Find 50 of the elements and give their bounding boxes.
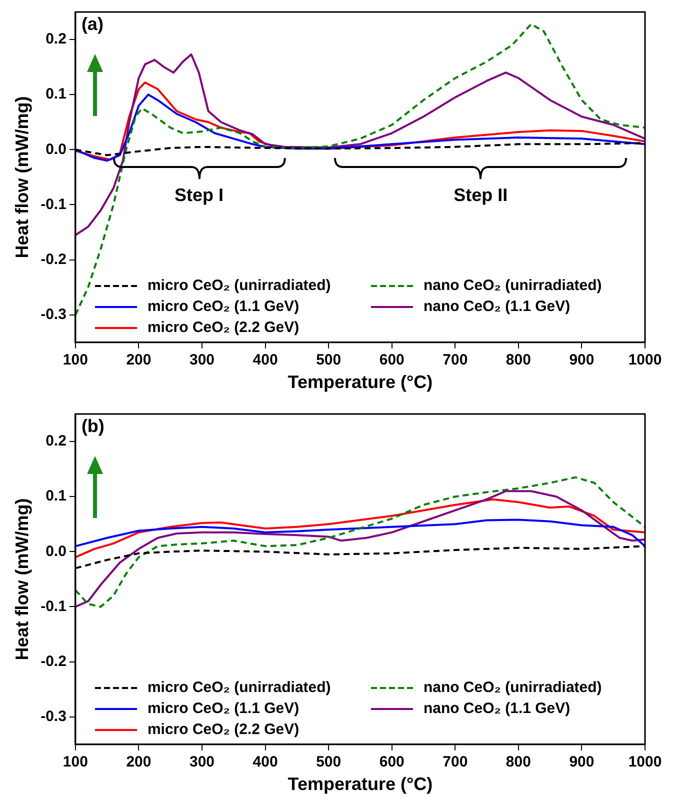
x-tick-label: 700 xyxy=(442,754,468,771)
y-tick-label: 0.0 xyxy=(46,140,66,158)
legend-label: micro CeO₂ (2.2 GeV) xyxy=(147,721,300,738)
y-axis-title: Heat flow (mW/mg) xyxy=(12,96,32,258)
y-tick-label: 0.1 xyxy=(46,86,66,103)
y-tick-label: 0.0 xyxy=(46,542,66,560)
y-tick-label: 0.2 xyxy=(46,30,66,48)
legend-label: micro CeO₂ (1.1 GeV) xyxy=(147,298,300,316)
legend-label: nano CeO₂ (1.1 GeV) xyxy=(423,700,570,718)
x-tick-label: 600 xyxy=(379,754,404,771)
y-tick-label: -0.2 xyxy=(40,652,66,670)
x-tick-label: 200 xyxy=(126,754,152,771)
y-tick-label: 0.1 xyxy=(46,488,66,505)
x-tick-label: 500 xyxy=(316,352,342,369)
x-tick-label: 900 xyxy=(569,754,594,771)
x-axis-title: Temperature (°C) xyxy=(288,372,433,392)
legend-label: micro CeO₂ (2.2 GeV) xyxy=(147,319,300,336)
annotation: Step I xyxy=(174,185,224,206)
y-tick-label: -0.1 xyxy=(40,598,66,615)
x-tick-label: 100 xyxy=(62,352,88,369)
x-tick-label: 100 xyxy=(62,754,88,771)
legend-label: micro CeO₂ (unirradiated) xyxy=(147,277,331,294)
x-tick-label: 800 xyxy=(506,754,531,771)
annotation: Step II xyxy=(454,185,508,206)
x-tick-label: 1000 xyxy=(628,754,662,771)
y-tick-label: -0.1 xyxy=(40,196,66,213)
x-tick-label: 300 xyxy=(190,754,215,771)
legend-label: micro CeO₂ (1.1 GeV) xyxy=(147,700,300,718)
x-tick-label: 400 xyxy=(252,754,278,771)
legend-label: nano CeO₂ (unirradiated) xyxy=(423,679,602,696)
legend-label: micro CeO₂ (unirradiated) xyxy=(147,679,331,696)
annotation: (a) xyxy=(81,14,104,35)
legend-label: nano CeO₂ (unirradiated) xyxy=(423,277,602,294)
x-tick-label: 1000 xyxy=(628,352,662,369)
x-tick-label: 200 xyxy=(126,352,152,369)
x-tick-label: 300 xyxy=(190,352,215,369)
y-tick-label: 0.2 xyxy=(46,432,66,450)
x-tick-label: 500 xyxy=(316,754,342,771)
x-tick-label: 600 xyxy=(379,352,404,369)
x-axis-title: Temperature (°C) xyxy=(288,774,433,794)
y-axis-title: Heat flow (mW/mg) xyxy=(12,498,32,660)
y-tick-label: -0.2 xyxy=(40,250,66,268)
x-tick-label: 800 xyxy=(506,352,531,369)
x-tick-label: 400 xyxy=(252,352,278,369)
y-tick-label: -0.3 xyxy=(40,306,66,324)
x-tick-label: 900 xyxy=(569,352,594,369)
annotation: (b) xyxy=(81,416,104,437)
y-tick-label: -0.3 xyxy=(40,708,66,726)
legend-label: nano CeO₂ (1.1 GeV) xyxy=(423,298,570,316)
x-tick-label: 700 xyxy=(442,352,468,369)
